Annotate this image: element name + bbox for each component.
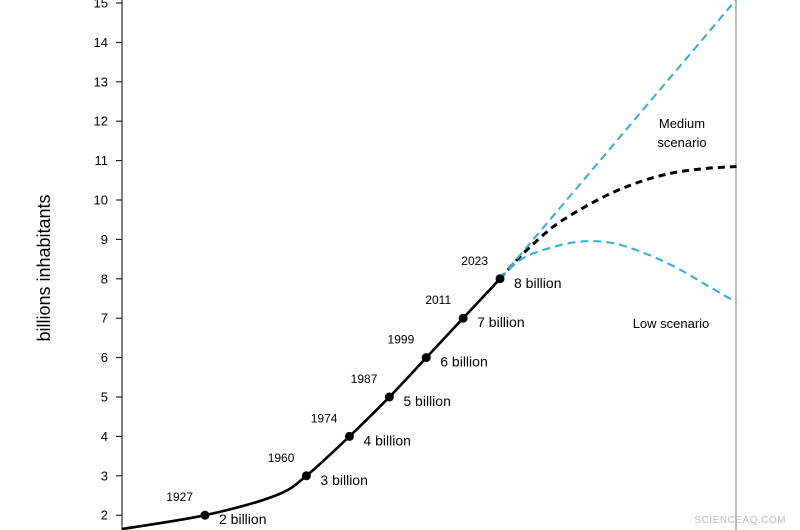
medium-scenario-label: Medium: [659, 116, 705, 131]
high-scenario-line: [499, 0, 738, 280]
y-axis-label: billions inhabitants: [34, 194, 54, 341]
y-tick-label: 12: [94, 114, 108, 129]
y-tick-label: 5: [101, 390, 108, 405]
milestone-layer: 1927 2 billion 1960 3 billion 1974 4 billion 1…: [166, 254, 561, 527]
y-tick-label: 11: [95, 153, 109, 168]
milestone-point: [495, 274, 505, 284]
milestone-year-label: 2023: [461, 254, 488, 268]
y-tick-label: 3: [101, 468, 108, 483]
milestone-population-label: 4 billion: [363, 432, 410, 448]
milestone-year-label: 1999: [388, 333, 415, 347]
milestone-point: [301, 471, 311, 481]
low-scenario-line: [499, 240, 738, 304]
y-tick-label: 2: [101, 508, 108, 523]
medium-scenario-line: [498, 165, 737, 280]
milestone-population-label: 7 billion: [477, 314, 524, 330]
milestone-point: [384, 392, 394, 402]
milestone-year-label: 1927: [166, 490, 193, 504]
y-tick-label: 6: [101, 350, 108, 365]
milestone-year-label: 2011: [425, 293, 451, 307]
milestone-year-label: 1960: [268, 451, 295, 465]
milestone-year-label: 1987: [351, 372, 378, 386]
y-tick-label: 4: [101, 429, 108, 444]
milestone-year-label: 1974: [311, 411, 338, 425]
y-tick-label: 14: [94, 35, 108, 50]
y-tick-label: 7: [101, 311, 108, 326]
low-scenario-label: Low scenario: [633, 316, 710, 331]
y-tick-label: 9: [101, 232, 108, 247]
milestone-population-label: 6 billion: [440, 354, 487, 370]
y-tick-label: 13: [94, 74, 108, 89]
watermark: SCIENCEAQ.COM: [694, 515, 786, 526]
milestone-population-label: 8 billion: [514, 275, 561, 291]
y-tick-label: 15: [94, 0, 108, 11]
y-tick-label: 8: [101, 271, 108, 286]
milestone-point: [421, 353, 431, 363]
medium-scenario-label-line2: scenario: [657, 135, 706, 150]
y-ticks: 2 3 4 5 6 7 8 9 10 11 12 13 14 15: [94, 0, 122, 523]
milestone-population-label: 5 billion: [403, 393, 450, 409]
series-layer: [122, 0, 738, 530]
y-tick-label: 10: [94, 193, 108, 208]
milestone-point: [458, 313, 468, 323]
milestone-population-label: 2 billion: [219, 511, 266, 527]
milestone-point: [200, 510, 210, 520]
milestone-point: [344, 431, 354, 441]
milestone-population-label: 3 billion: [320, 472, 367, 488]
